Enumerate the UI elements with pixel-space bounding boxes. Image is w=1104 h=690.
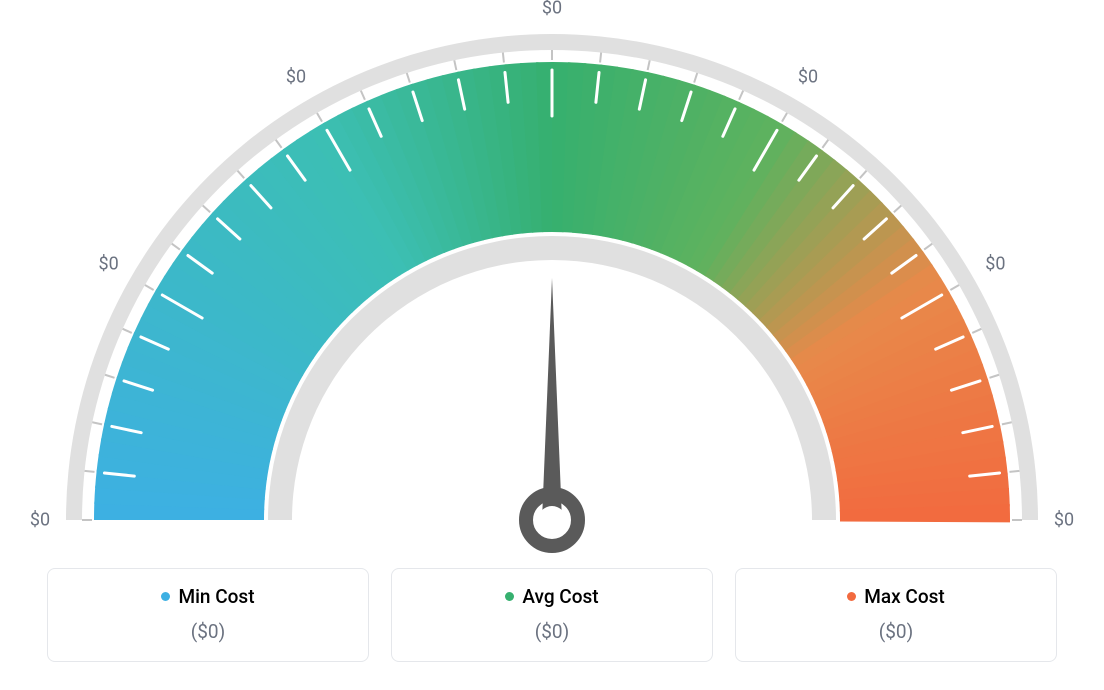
legend-card-avg: Avg Cost ($0) (391, 568, 713, 662)
gauge-scale-label: $0 (985, 254, 1005, 275)
legend-row: Min Cost ($0) Avg Cost ($0) Max Cost ($0… (47, 568, 1057, 662)
legend-title-avg: Avg Cost (505, 585, 598, 608)
legend-value-min: ($0) (60, 620, 356, 643)
legend-card-max: Max Cost ($0) (735, 568, 1057, 662)
gauge-scale-label: $0 (542, 0, 562, 19)
legend-label-min: Min Cost (178, 585, 254, 608)
gauge-scale-label: $0 (286, 66, 306, 87)
legend-dot-min (161, 592, 170, 601)
legend-title-max: Max Cost (847, 585, 944, 608)
legend-label-avg: Avg Cost (522, 585, 598, 608)
legend-title-min: Min Cost (161, 585, 254, 608)
gauge-svg (42, 20, 1062, 560)
legend-label-max: Max Cost (864, 585, 944, 608)
legend-dot-avg (505, 592, 514, 601)
gauge-scale-label: $0 (1054, 510, 1074, 531)
legend-value-avg: ($0) (404, 620, 700, 643)
legend-value-max: ($0) (748, 620, 1044, 643)
gauge-scale-label: $0 (30, 510, 50, 531)
gauge-chart: $0$0$0$0$0$0$0 (42, 20, 1062, 540)
gauge-scale-label: $0 (798, 66, 818, 87)
legend-card-min: Min Cost ($0) (47, 568, 369, 662)
legend-dot-max (847, 592, 856, 601)
gauge-scale-label: $0 (98, 254, 118, 275)
